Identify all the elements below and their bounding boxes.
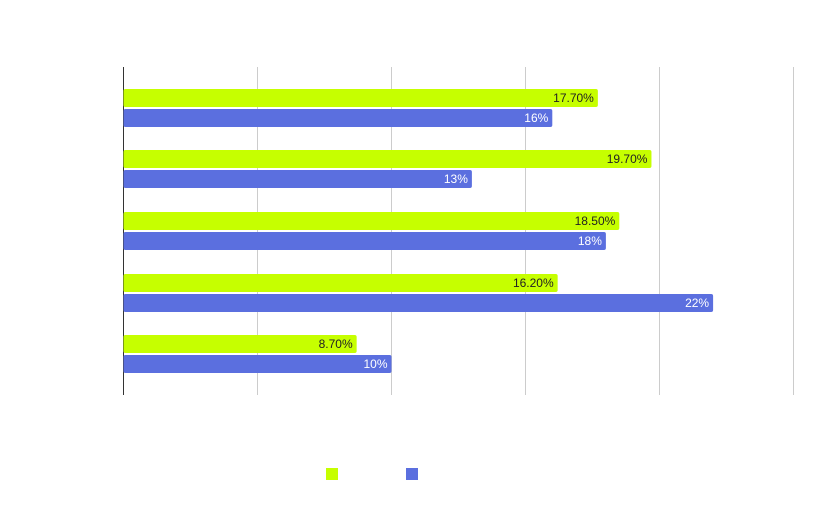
data-label: 16.20% [513, 276, 554, 290]
bar-series1-item5 [123, 335, 357, 353]
bar-series1-item1 [123, 89, 598, 107]
data-label: 8.70% [319, 337, 353, 351]
bar-series2-item5 [123, 355, 392, 373]
bar-series1-item4 [123, 274, 558, 292]
bar-series2-item2 [123, 170, 472, 188]
data-labels: 17.70% 19.70% 18.50% 16.20% 8.70% 16% 13% 18% 22… [319, 91, 710, 371]
data-label: 19.70% [607, 152, 648, 166]
data-label: 18.50% [575, 214, 616, 228]
data-label: 13% [444, 172, 468, 186]
bar-series2-item1 [123, 109, 553, 127]
bar-series1-item2 [123, 150, 652, 168]
data-label: 10% [363, 357, 387, 371]
bar-series2-item3 [123, 232, 606, 250]
data-label: 16% [524, 111, 548, 125]
bar-series1-item3 [123, 212, 620, 230]
data-label: 17.70% [553, 91, 594, 105]
legend [326, 468, 418, 480]
legend-swatch-series2 [406, 468, 418, 480]
bar-series2-item4 [123, 294, 714, 312]
legend-swatch-series1 [326, 468, 338, 480]
data-label: 18% [578, 234, 602, 248]
data-label: 22% [685, 296, 709, 310]
bars [123, 89, 714, 373]
